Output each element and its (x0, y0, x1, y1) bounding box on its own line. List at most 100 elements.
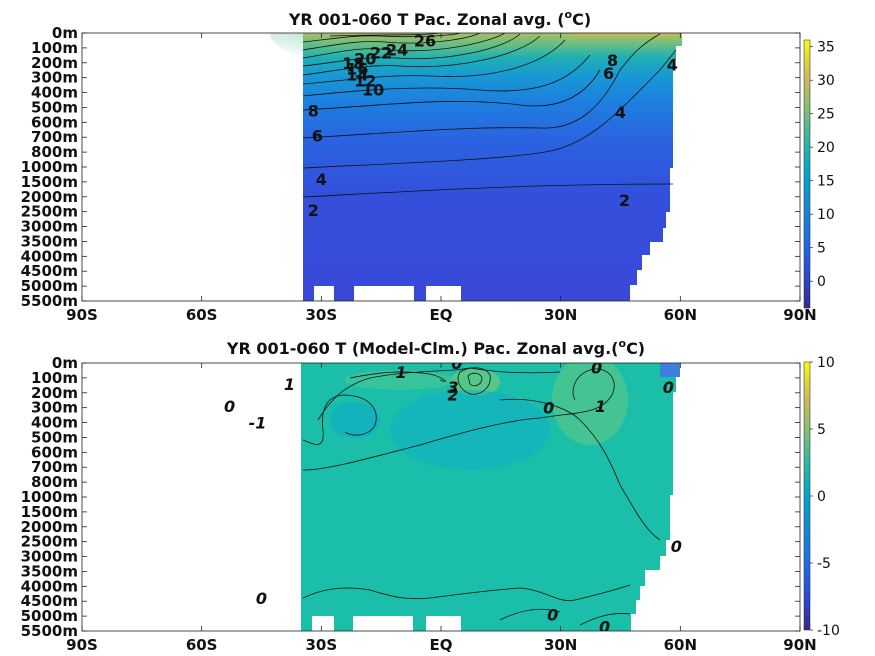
contour-label: 6 (312, 127, 323, 146)
bottom-warm-anomaly (345, 370, 455, 390)
contour-label: 18 (342, 54, 364, 73)
y-tick-label: 3500m (21, 232, 78, 250)
y-tick-label: 5000m (21, 277, 78, 295)
x-tick-label: 30N (544, 636, 577, 654)
top-ocean-field (303, 33, 682, 301)
colorbar-tick-label: 0 (817, 274, 826, 290)
contour-label: 0 (543, 399, 554, 418)
contour-label: 4 (316, 170, 327, 189)
x-tick-label: 60N (664, 636, 697, 654)
colorbar-tick-label: 30 (817, 73, 835, 89)
contour-label: 12 (354, 72, 376, 91)
x-tick-label: 60N (664, 306, 697, 324)
bottom-warm-anomaly (552, 363, 628, 445)
contour-label: 24 (386, 40, 408, 59)
y-tick-label: 4000m (21, 247, 78, 265)
y-tick-label: 3000m (21, 548, 78, 566)
y-tick-label: 3000m (21, 218, 78, 236)
x-tick-label: 30S (305, 636, 337, 654)
colorbar-tick-label: 5 (817, 422, 826, 438)
bottom-seafloor-mask (353, 616, 413, 631)
contour-label: 0 (591, 358, 602, 377)
contour-label: 0 (256, 589, 267, 608)
y-tick-label: 0m (52, 354, 78, 372)
y-tick-label: 600m (31, 443, 78, 461)
y-tick-label: 5500m (21, 622, 78, 640)
x-tick-label: EQ (430, 636, 453, 654)
bottom-cool-anomaly (390, 390, 550, 470)
y-tick-label: 4500m (21, 592, 78, 610)
top-warm-pool (270, 33, 570, 73)
contour-label: 20 (354, 49, 376, 68)
colorbar-tick-label: 35 (817, 40, 835, 56)
y-tick-label: 1500m (21, 173, 78, 191)
y-tick-label: 1000m (21, 158, 78, 176)
y-tick-label: 800m (31, 143, 78, 161)
contour-label: 16 (346, 60, 368, 79)
colorbar-tick-label: 10 (817, 355, 835, 371)
top-colorbar (803, 39, 811, 309)
contour-label: 26 (414, 31, 436, 50)
contour-label: 4 (615, 103, 626, 122)
contour-label: 1 (595, 397, 606, 416)
colorbar-tick-label: 25 (817, 107, 835, 123)
x-tick-label: 30N (544, 306, 577, 324)
colorbar-tick-label: 15 (817, 174, 835, 190)
y-tick-label: 300m (31, 399, 78, 417)
colorbar-tick-label: 20 (817, 140, 835, 156)
contour-label: 3 (447, 378, 458, 397)
y-tick-label: 2500m (21, 203, 78, 221)
x-tick-label: 90S (66, 636, 98, 654)
y-tick-label: 200m (31, 384, 78, 402)
x-tick-label: 30S (305, 306, 337, 324)
y-tick-label: 600m (31, 113, 78, 131)
contour-label: 0 (663, 378, 674, 397)
y-tick-label: 200m (31, 54, 78, 72)
contour-label: 1 (284, 375, 295, 394)
colorbar-tick-label: -10 (817, 623, 840, 639)
y-tick-label: 3500m (21, 562, 78, 580)
y-tick-label: 500m (31, 428, 78, 446)
contour-label: 2 (447, 385, 458, 404)
y-tick-label: 800m (31, 473, 78, 491)
contour-label: 0 (224, 397, 235, 416)
contour-label: 8 (308, 101, 319, 120)
x-tick-label: 60S (186, 306, 218, 324)
y-tick-label: 500m (31, 98, 78, 116)
bottom-chart-title: YR 001-060 T (Model-Clm.) Pac. Zonal avg… (226, 337, 645, 358)
x-tick-label: 90N (783, 636, 816, 654)
bottom-colorbar (803, 361, 811, 631)
top-seafloor-mask (354, 286, 414, 301)
y-tick-label: 2000m (21, 188, 78, 206)
x-tick-label: EQ (430, 306, 453, 324)
top-seafloor-mask (314, 286, 334, 301)
contour-label: 0 (451, 354, 462, 373)
x-tick-label: 90S (66, 306, 98, 324)
bottom-contour-lines (302, 367, 661, 626)
y-tick-label: 1500m (21, 503, 78, 521)
contour-label: 0 (671, 537, 682, 556)
colorbar-tick-label: 5 (817, 241, 826, 257)
y-tick-label: 4500m (21, 262, 78, 280)
contour-label: 2 (308, 201, 319, 220)
contour-label: 22 (370, 43, 392, 62)
contour-label: 4 (667, 55, 678, 74)
bottom-seafloor-mask (312, 616, 334, 631)
bottom-seafloor-mask (426, 616, 461, 631)
y-tick-label: 1000m (21, 488, 78, 506)
colorbar-tick-label: -5 (817, 556, 831, 572)
y-tick-label: 2500m (21, 533, 78, 551)
contour-label: 8 (607, 51, 618, 70)
y-tick-label: 2000m (21, 518, 78, 536)
y-tick-label: 5500m (21, 292, 78, 310)
colorbar-tick-label: 0 (817, 489, 826, 505)
contour-label: 10 (362, 81, 384, 100)
colorbar-tick-label: 10 (817, 207, 835, 223)
y-tick-label: 100m (31, 39, 78, 57)
x-tick-label: 90N (783, 306, 816, 324)
contour-label: 1 (396, 363, 407, 382)
y-tick-label: 700m (31, 458, 78, 476)
y-tick-label: 5000m (21, 607, 78, 625)
y-tick-label: 300m (31, 69, 78, 87)
